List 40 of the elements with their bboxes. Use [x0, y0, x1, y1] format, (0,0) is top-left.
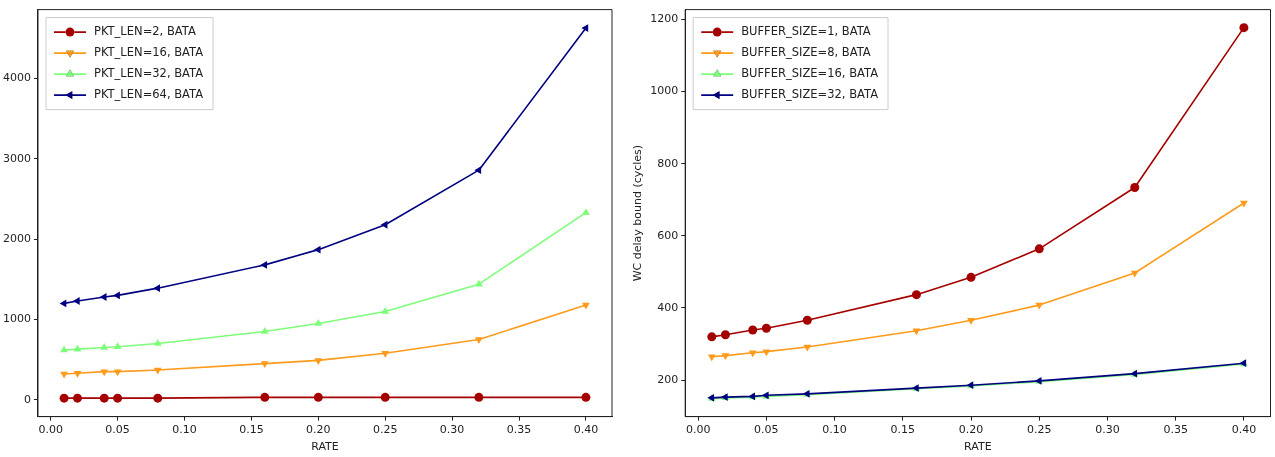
- x-tick-label: 0.05: [754, 423, 779, 437]
- x-tick-label: 0.20: [958, 423, 984, 437]
- y-tick-label: 1200: [650, 12, 679, 26]
- y-tick-label: 0: [23, 392, 31, 406]
- y-axis-title: WC delay bound (cycles): [631, 144, 645, 282]
- legend-label: PKT_LEN=16, BATA: [93, 45, 204, 60]
- y-tick-label: 1000: [650, 84, 679, 98]
- x-tick-label: 0.00: [685, 423, 711, 437]
- y-tick-label: 600: [657, 228, 679, 242]
- x-axis-title: RATE: [311, 440, 339, 454]
- x-tick-label: 0.35: [1163, 423, 1188, 437]
- y-tick-label: 200: [657, 373, 679, 387]
- y-tick-label: 3000: [2, 151, 31, 165]
- x-tick-label: 0.20: [306, 423, 331, 437]
- x-tick-label: 0.15: [239, 423, 264, 437]
- legend-label: PKT_LEN=64, BATA: [93, 87, 204, 102]
- x-tick-label: 0.25: [1026, 423, 1052, 437]
- y-tick-label: 400: [657, 300, 679, 314]
- x-tick-label: 0.10: [822, 423, 847, 437]
- y-tick-label: 800: [657, 156, 679, 170]
- y-tick-label: 4000: [2, 71, 31, 85]
- x-axis-title: RATE: [964, 440, 992, 454]
- y-tick-label: 1000: [2, 312, 31, 326]
- legend-label: PKT_LEN=2, BATA: [93, 24, 196, 39]
- legend-label: BUFFER_SIZE=1, BATA: [741, 24, 871, 39]
- x-tick-label: 0.30: [439, 423, 465, 437]
- x-tick-label: 0.40: [1231, 423, 1257, 437]
- y-tick-label: 2000: [2, 232, 31, 246]
- x-tick-label: 0.30: [1095, 423, 1120, 437]
- legend-label: BUFFER_SIZE=8, BATA: [741, 45, 871, 60]
- x-tick-label: 0.10: [172, 423, 197, 437]
- x-tick-label: 0.05: [105, 423, 130, 437]
- legend-label: BUFFER_SIZE=32, BATA: [741, 87, 879, 102]
- x-tick-label: 0.15: [890, 423, 916, 437]
- legend-label: BUFFER_SIZE=16, BATA: [741, 66, 879, 81]
- x-tick-label: 0.25: [372, 423, 398, 437]
- x-tick-label: 0.00: [38, 423, 63, 437]
- x-tick-label: 0.35: [506, 423, 532, 437]
- x-tick-label: 0.40: [573, 423, 599, 437]
- legend-label: PKT_LEN=32, BATA: [93, 66, 204, 81]
